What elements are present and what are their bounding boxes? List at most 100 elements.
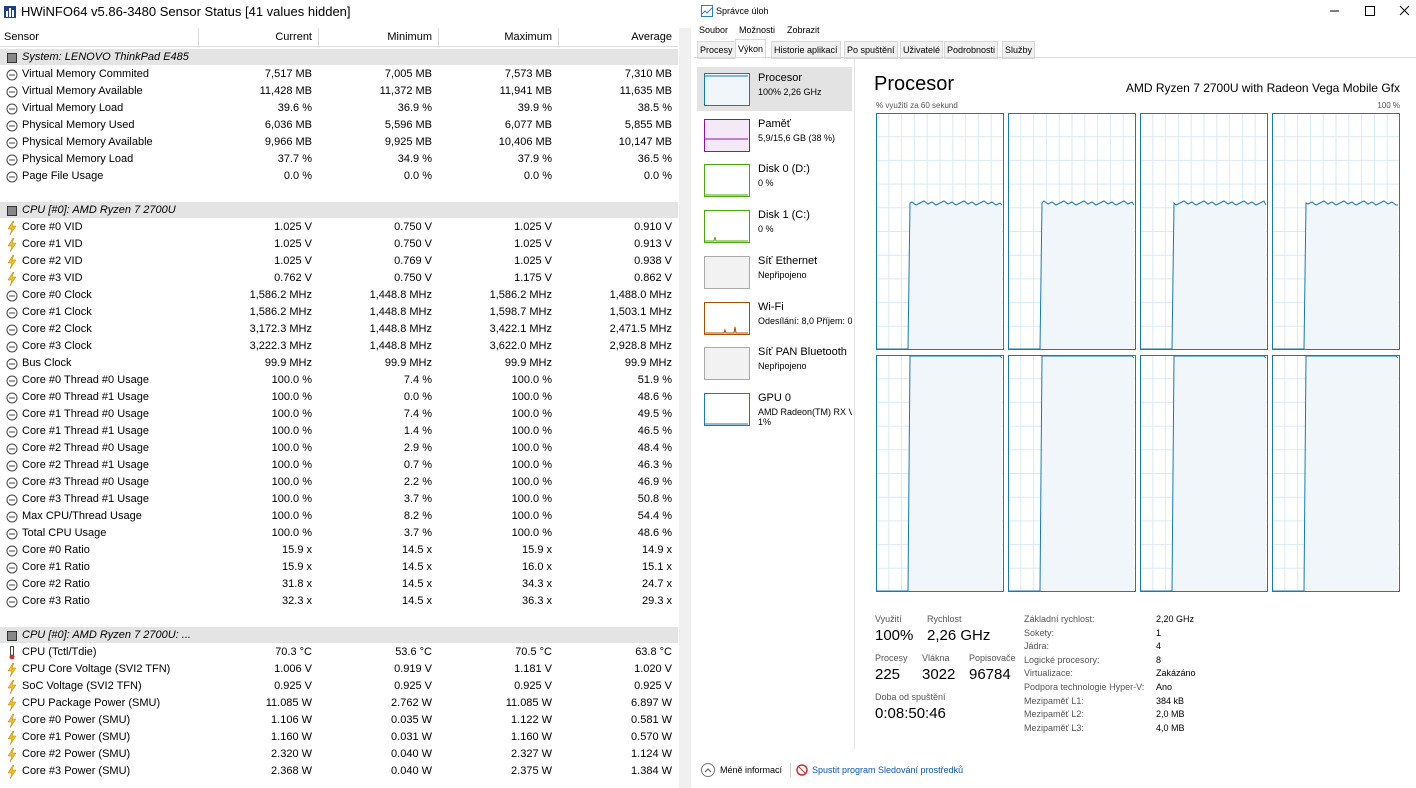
sensor-label[interactable]: Core #3 Thread #1 Usage (22, 493, 149, 505)
detail-label: Sokety: (1024, 627, 1055, 638)
sensor-value: 1,448.8 MHz (369, 340, 432, 352)
column-header[interactable]: Current (275, 31, 312, 43)
sensor-label[interactable]: Bus Clock (22, 357, 72, 369)
sensor-label[interactable]: Core #2 Clock (22, 323, 92, 335)
sensor-label[interactable]: Physical Memory Available (22, 136, 153, 148)
group-icon[interactable] (6, 205, 18, 217)
group-row (0, 627, 678, 643)
tab[interactable]: Podrobnosti (944, 41, 999, 59)
sensor-label[interactable]: Core #1 Ratio (22, 561, 90, 573)
group-icon[interactable] (6, 630, 18, 642)
sensor-value: 100.0 % (271, 391, 312, 403)
sensor-icon (7, 765, 17, 779)
sensor-value: 1,598.7 MHz (489, 306, 552, 318)
sensor-value: 100.0 % (511, 408, 552, 420)
sensor-label[interactable]: Core #0 Power (SMU) (22, 714, 131, 726)
sensor-label[interactable]: Core #3 VID (22, 272, 83, 284)
sensor-label[interactable]: Max CPU/Thread Usage (22, 510, 142, 522)
window-controls[interactable] (1324, 4, 1414, 18)
column-header[interactable]: Average (631, 31, 672, 43)
tab[interactable]: Služby (1002, 41, 1036, 59)
sensor-icon (6, 579, 18, 591)
sensor-label[interactable]: Page File Usage (22, 170, 104, 182)
sensor-value: 0.938 V (634, 255, 672, 267)
sensor-label[interactable]: Core #1 Power (SMU) (22, 731, 131, 743)
sensor-value: 1,448.8 MHz (369, 323, 432, 335)
fewer-details[interactable]: Méně informací (720, 765, 783, 775)
sensor-value: 7,310 MB (624, 68, 672, 80)
sensor-label[interactable]: Core #3 Thread #0 Usage (22, 476, 149, 488)
sensor-value: 2.762 W (391, 697, 432, 709)
tab[interactable]: Procesy (697, 41, 736, 59)
sensor-label[interactable]: Total CPU Usage (22, 527, 107, 539)
tab[interactable]: Uživatelé (900, 41, 944, 59)
sensor-label[interactable]: Core #0 Thread #0 Usage (22, 374, 149, 386)
sensor-label[interactable]: Physical Memory Load (22, 153, 134, 165)
sensor-label[interactable]: Core #2 VID (22, 255, 83, 267)
sensor-label[interactable]: Core #2 Thread #0 Usage (22, 442, 149, 454)
column-header[interactable]: Minimum (387, 31, 432, 43)
sensor-label[interactable]: CPU Core Voltage (SVI2 TFN) (22, 663, 171, 675)
device-name[interactable]: Disk 1 (C:) (758, 209, 810, 222)
device-name[interactable]: Wi-Fi (758, 300, 784, 313)
sensor-label[interactable]: Core #2 Power (SMU) (22, 748, 131, 760)
sensor-label[interactable]: SoC Voltage (SVI2 TFN) (22, 680, 142, 692)
sensor-label[interactable]: Core #0 VID (22, 221, 83, 233)
tab[interactable]: Po spuštění (844, 41, 898, 59)
graph-area (876, 356, 1002, 591)
sensor-label[interactable]: Virtual Memory Load (22, 102, 124, 114)
group-icon[interactable] (6, 52, 18, 64)
thumb-frame (704, 301, 750, 335)
thumb-frame (704, 210, 750, 244)
sensor-label[interactable]: CPU Package Power (SMU) (22, 697, 161, 709)
scrollbar[interactable] (679, 28, 691, 788)
device-detail: Odesílání: 8,0 Příjem: 0 (758, 315, 852, 326)
sensor-label[interactable]: Core #1 Thread #1 Usage (22, 425, 149, 437)
sensor-value: 1.025 V (274, 238, 312, 250)
device-name[interactable]: Disk 0 (D:) (758, 163, 810, 176)
sensor-label[interactable]: Core #1 Clock (22, 306, 92, 318)
tab[interactable]: Historie aplikací (771, 41, 841, 59)
sensor-label[interactable]: Core #0 Thread #1 Usage (22, 391, 149, 403)
sensor-label[interactable]: Core #2 Thread #1 Usage (22, 459, 149, 471)
device-name[interactable]: Síť Ethernet (758, 254, 818, 267)
sensor-label[interactable]: Core #2 Ratio (22, 578, 90, 590)
device-name[interactable]: Procesor (758, 72, 803, 84)
sensor-value: 16.0 x (522, 561, 552, 573)
sensor-label[interactable]: Physical Memory Used (22, 119, 135, 131)
resource-monitor-link[interactable]: Spustit program Sledování prostředků (812, 765, 964, 775)
bolt (7, 238, 17, 252)
menu-item[interactable]: Soubor (699, 25, 729, 35)
column-header[interactable]: Sensor (4, 31, 39, 43)
sensor-label[interactable]: Core #0 Ratio (22, 544, 90, 556)
collapse-icon[interactable] (700, 762, 716, 778)
sensor-label[interactable]: Core #3 Ratio (22, 595, 90, 607)
tab[interactable]: Výkon (735, 39, 767, 59)
menu-item[interactable]: Možnosti (739, 25, 776, 35)
graph-frame (876, 355, 1004, 592)
menu-item[interactable]: Zobrazit (787, 25, 820, 35)
sensor-value: 11.085 W (505, 697, 552, 709)
sensor-icon (6, 120, 18, 132)
graph-frame (1008, 113, 1136, 350)
sensor-label[interactable]: Virtual Memory Commited (22, 68, 149, 80)
detail-label: Podpora technologie Hyper-V: (1024, 682, 1145, 692)
sensor-label[interactable]: Core #3 Power (SMU) (22, 765, 131, 777)
column-header[interactable]: Maximum (504, 31, 552, 43)
sensor-icon (6, 86, 18, 98)
sensor-label[interactable]: Virtual Memory Available (22, 85, 143, 97)
graph-line (1008, 200, 1135, 350)
sensor-label[interactable]: CPU (Tctl/Tdie) (22, 646, 97, 658)
sensor-label[interactable]: Core #1 Thread #0 Usage (22, 408, 149, 420)
thumb-frame (704, 73, 750, 106)
sensor-icon (6, 154, 18, 166)
sensor-label[interactable]: Core #3 Clock (22, 340, 92, 352)
thumb-frame (704, 118, 750, 152)
stat-label: Doba od spuštění (875, 692, 946, 702)
device-name[interactable]: Síť PAN Bluetooth (758, 346, 847, 359)
device-name[interactable]: GPU 0 (758, 391, 792, 404)
device-name[interactable]: Paměť (758, 117, 791, 130)
sensor-value: 0.910 V (634, 221, 672, 233)
sensor-label[interactable]: Core #1 VID (22, 238, 83, 250)
sensor-label[interactable]: Core #0 Clock (22, 289, 92, 301)
